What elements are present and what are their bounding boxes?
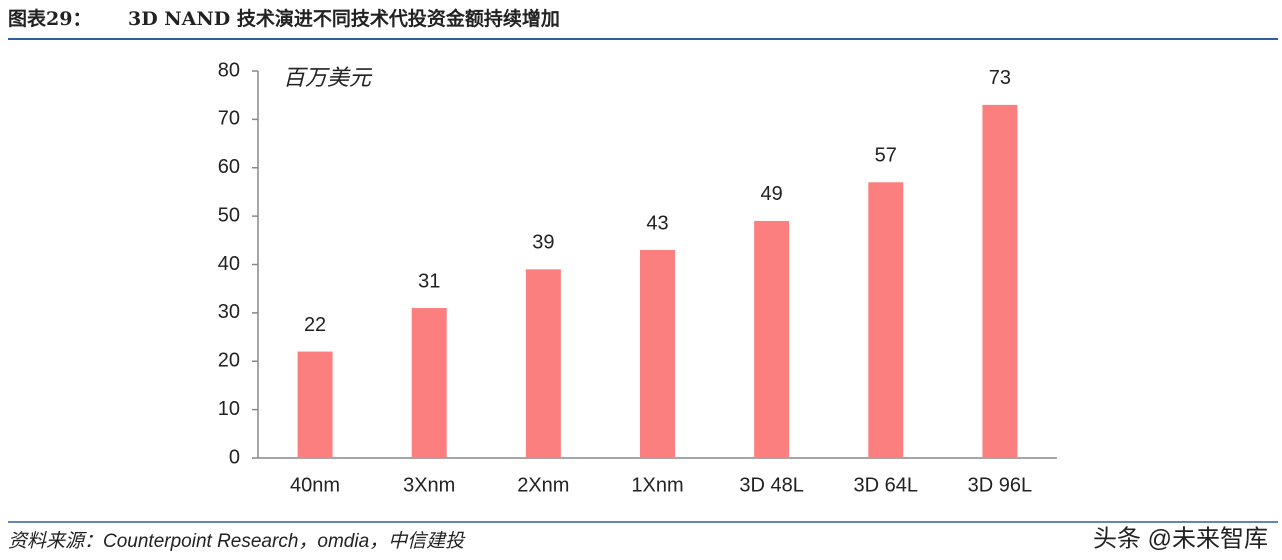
y-tick-label: 80 — [218, 59, 240, 81]
bar — [297, 351, 333, 458]
source: 资料来源：Counterpoint Research，omdia，中信建投 — [8, 531, 466, 552]
bar — [982, 104, 1018, 459]
y-tick-label: 0 — [229, 446, 240, 468]
bar — [754, 220, 790, 458]
x-tick-label: 40nm — [290, 474, 340, 496]
x-tick-label: 1Xnm — [631, 474, 683, 496]
y-tick-label: 50 — [218, 204, 240, 226]
y-unit: 百万美元 — [283, 66, 373, 91]
y-tick-label: 60 — [218, 156, 240, 178]
x-tick-label: 3D 64L — [854, 474, 919, 496]
bar — [525, 269, 561, 458]
data-label: 39 — [532, 232, 554, 254]
data-label: 31 — [418, 270, 440, 292]
data-label: 57 — [875, 145, 897, 167]
x-tick-label: 3D 96L — [968, 474, 1033, 496]
watermark: 头条 @未来智库 — [1093, 525, 1268, 552]
data-label: 43 — [646, 212, 668, 234]
bar — [640, 249, 675, 458]
x-tick-label: 3D 48L — [739, 474, 804, 496]
y-tick-label: 20 — [218, 350, 240, 372]
y-tick-label: 40 — [218, 253, 240, 275]
y-tick-label: 30 — [218, 301, 240, 323]
data-label: 73 — [989, 67, 1011, 89]
figure-label: 图表29： — [8, 7, 91, 30]
x-tick-label: 3Xnm — [403, 474, 455, 496]
y-tick-label: 70 — [218, 108, 240, 130]
y-tick-label: 10 — [218, 398, 240, 420]
data-label: 49 — [761, 183, 783, 205]
bar — [411, 308, 447, 458]
bar — [868, 182, 904, 458]
data-label: 22 — [304, 314, 326, 336]
x-tick-label: 2Xnm — [517, 474, 569, 496]
chart-title: 3D NAND 技术演进不同技术代投资金额持续增加 — [128, 7, 560, 30]
